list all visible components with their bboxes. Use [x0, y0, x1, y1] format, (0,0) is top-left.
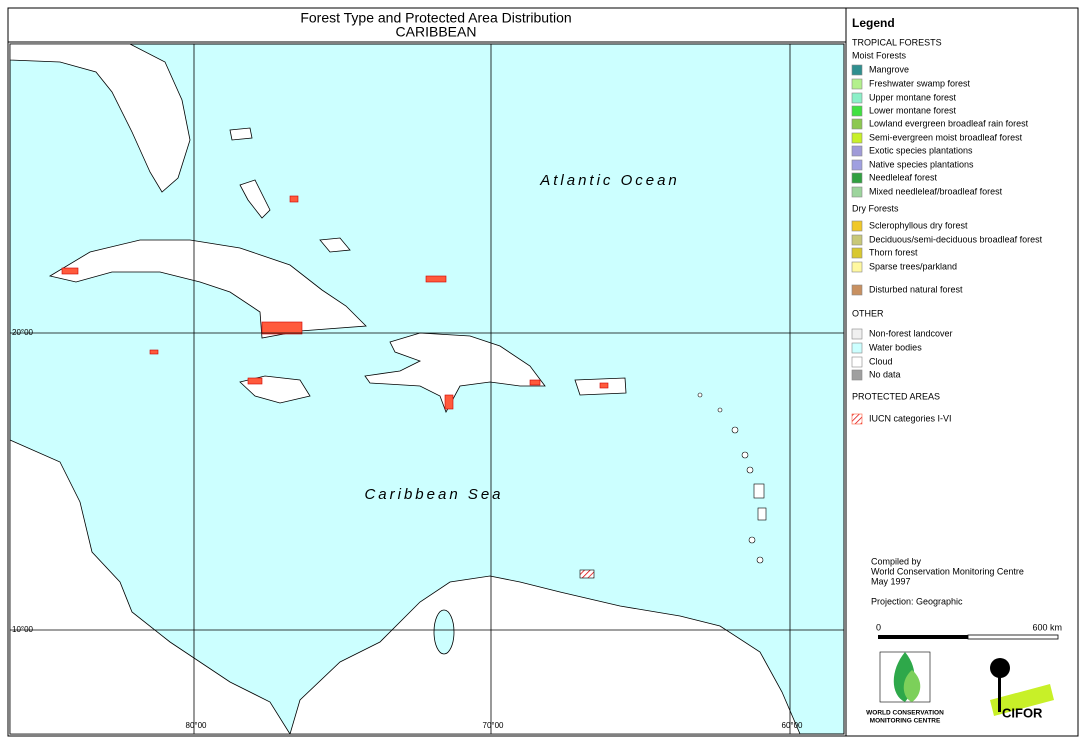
- lon-label: 80°00: [186, 721, 208, 730]
- legend-heading: Moist Forests: [852, 50, 907, 60]
- legend-label: Mangrove: [869, 64, 909, 74]
- lon-label: 70°00: [483, 721, 505, 730]
- legend-heading: PROTECTED AREAS: [852, 391, 940, 401]
- legend-label: Non-forest landcover: [869, 328, 953, 338]
- legend-swatch: [851, 132, 863, 144]
- legend: TROPICAL FORESTS Moist Forests Mangrove Fre…: [851, 37, 1043, 425]
- legend-label: Native species plantations: [869, 159, 974, 169]
- credit: May 1997: [871, 576, 911, 586]
- lon-label: 60°00: [782, 721, 804, 730]
- protected-areas: [61, 195, 609, 410]
- legend-swatch: [851, 172, 863, 184]
- logo-text: WORLD CONSERVATION: [866, 710, 944, 717]
- protected-area: [149, 349, 159, 355]
- bahamas: [239, 179, 271, 219]
- cifor-logo: CIFOR: [990, 658, 1054, 720]
- legend-label: Disturbed natural forest: [869, 284, 963, 294]
- legend-label: Semi-evergreen moist broadleaf forest: [869, 132, 1023, 142]
- legend-swatch: [851, 234, 863, 246]
- legend-label: No data: [869, 369, 901, 379]
- ocean-label: Caribbean Sea: [364, 486, 503, 503]
- protected-area: [61, 267, 79, 275]
- wcmc-logo: WORLD CONSERVATION MONITORING CENTRE: [866, 651, 944, 725]
- legend-label: Exotic species plantations: [869, 145, 973, 155]
- bahamas: [229, 127, 253, 141]
- protected-area: [444, 394, 454, 410]
- protected-area: [425, 275, 447, 283]
- protected-area: [599, 382, 609, 389]
- lat-label: 20°00: [12, 328, 34, 337]
- legend-label: Upper montane forest: [869, 92, 957, 102]
- legend-heading: Dry Forests: [852, 203, 899, 213]
- credit: World Conservation Monitoring Centre: [871, 566, 1024, 576]
- logo-text: CIFOR: [1002, 705, 1043, 720]
- legend-swatch: [851, 356, 863, 368]
- legend-label: Lowland evergreen broadleaf rain forest: [869, 118, 1029, 128]
- protected-area: [261, 321, 303, 335]
- legend-swatch: [851, 328, 863, 340]
- legend-swatch: [851, 64, 863, 76]
- scale-bar: 0 600 km: [876, 622, 1062, 640]
- legend-label: IUCN categories I-VI: [869, 413, 952, 423]
- protected-area: [247, 377, 263, 385]
- legend-label: Sparse trees/parkland: [869, 261, 957, 271]
- florida: [9, 43, 191, 193]
- legend-swatch: [851, 145, 863, 157]
- legend-swatch: [851, 78, 863, 90]
- legend-swatch: [851, 369, 863, 381]
- protected-area: [289, 195, 299, 203]
- legend-label: Water bodies: [869, 342, 922, 352]
- credit: Compiled by: [871, 556, 922, 566]
- legend-label: Thorn forest: [869, 247, 918, 257]
- legend-swatch: [851, 159, 863, 171]
- legend-label: Needleleaf forest: [869, 172, 938, 182]
- title: Forest Type and Protected Area Distribut…: [300, 10, 571, 26]
- legend-swatch: [851, 284, 863, 296]
- legend-label: Cloud: [869, 356, 893, 366]
- legend-title: Legend: [852, 16, 895, 30]
- south-america: [289, 575, 801, 735]
- subtitle: CARIBBEAN: [396, 24, 477, 40]
- legend-swatch: [851, 342, 863, 354]
- lake-maracaibo: [433, 609, 455, 655]
- projection: Projection: Geographic: [871, 596, 963, 606]
- legend-swatch: [851, 247, 863, 259]
- legend-label: Sclerophyllous dry forest: [869, 220, 968, 230]
- scale-label: 600 km: [1032, 622, 1062, 632]
- legend-swatch: [851, 220, 863, 232]
- legend-swatch: [851, 261, 863, 273]
- map: 20°00 10°00 80°00 70°00 60°00 Atlantic O…: [9, 43, 845, 735]
- legend-swatch: [851, 186, 863, 198]
- legend-heading: OTHER: [852, 308, 884, 318]
- legend-swatch: [851, 92, 863, 104]
- legend-swatch: [851, 105, 863, 117]
- lesser-antilles: [579, 392, 767, 579]
- scale-label: 0: [876, 622, 881, 632]
- cuba: [48, 239, 367, 339]
- logo-text: MONITORING CENTRE: [870, 718, 941, 725]
- legend-swatch: [851, 413, 863, 425]
- legend-frame: [845, 7, 1079, 737]
- legend-label: Lower montane forest: [869, 105, 957, 115]
- ocean-label: Atlantic Ocean: [539, 172, 680, 189]
- protected-area: [529, 379, 541, 386]
- graticule: [10, 44, 844, 734]
- legend-label: Mixed needleleaf/broadleaf forest: [869, 186, 1003, 196]
- bahamas: [319, 237, 351, 253]
- legend-label: Deciduous/semi-deciduous broadleaf fores…: [869, 234, 1043, 244]
- lat-label: 10°00: [12, 625, 34, 634]
- legend-heading: TROPICAL FORESTS: [852, 37, 942, 47]
- legend-swatch: [851, 118, 863, 130]
- legend-label: Freshwater swamp forest: [869, 78, 971, 88]
